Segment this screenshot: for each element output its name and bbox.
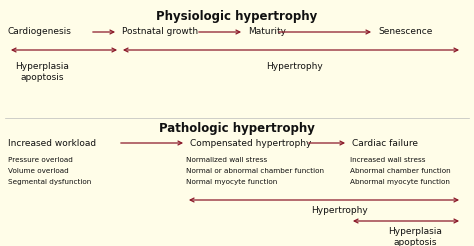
Text: Senescence: Senescence [378,28,432,36]
Text: Cardiac failure: Cardiac failure [352,138,418,148]
Text: Cardiogenesis: Cardiogenesis [8,28,72,36]
Text: Hyperplasia
apoptosis: Hyperplasia apoptosis [15,62,69,82]
Text: Abnormal myocyte function: Abnormal myocyte function [350,179,450,185]
Text: Normalized wall stress: Normalized wall stress [186,157,267,163]
Text: Compensated hypertrophy: Compensated hypertrophy [190,138,311,148]
Text: Normal myocyte function: Normal myocyte function [186,179,277,185]
Text: Pathologic hypertrophy: Pathologic hypertrophy [159,122,315,135]
Text: Maturity: Maturity [248,28,286,36]
Text: Abnormal chamber function: Abnormal chamber function [350,168,451,174]
Text: Postnatal growth: Postnatal growth [122,28,198,36]
Text: Physiologic hypertrophy: Physiologic hypertrophy [156,10,318,23]
Text: Increased workload: Increased workload [8,138,96,148]
Text: Pressure overload: Pressure overload [8,157,73,163]
Text: Hypertrophy: Hypertrophy [266,62,323,71]
Text: Volume overload: Volume overload [8,168,69,174]
Text: Normal or abnormal chamber function: Normal or abnormal chamber function [186,168,324,174]
Text: Increased wall stress: Increased wall stress [350,157,426,163]
Text: Hypertrophy: Hypertrophy [311,206,368,215]
Text: Segmental dysfunction: Segmental dysfunction [8,179,91,185]
Text: Hyperplasia
apoptosis: Hyperplasia apoptosis [388,227,442,246]
